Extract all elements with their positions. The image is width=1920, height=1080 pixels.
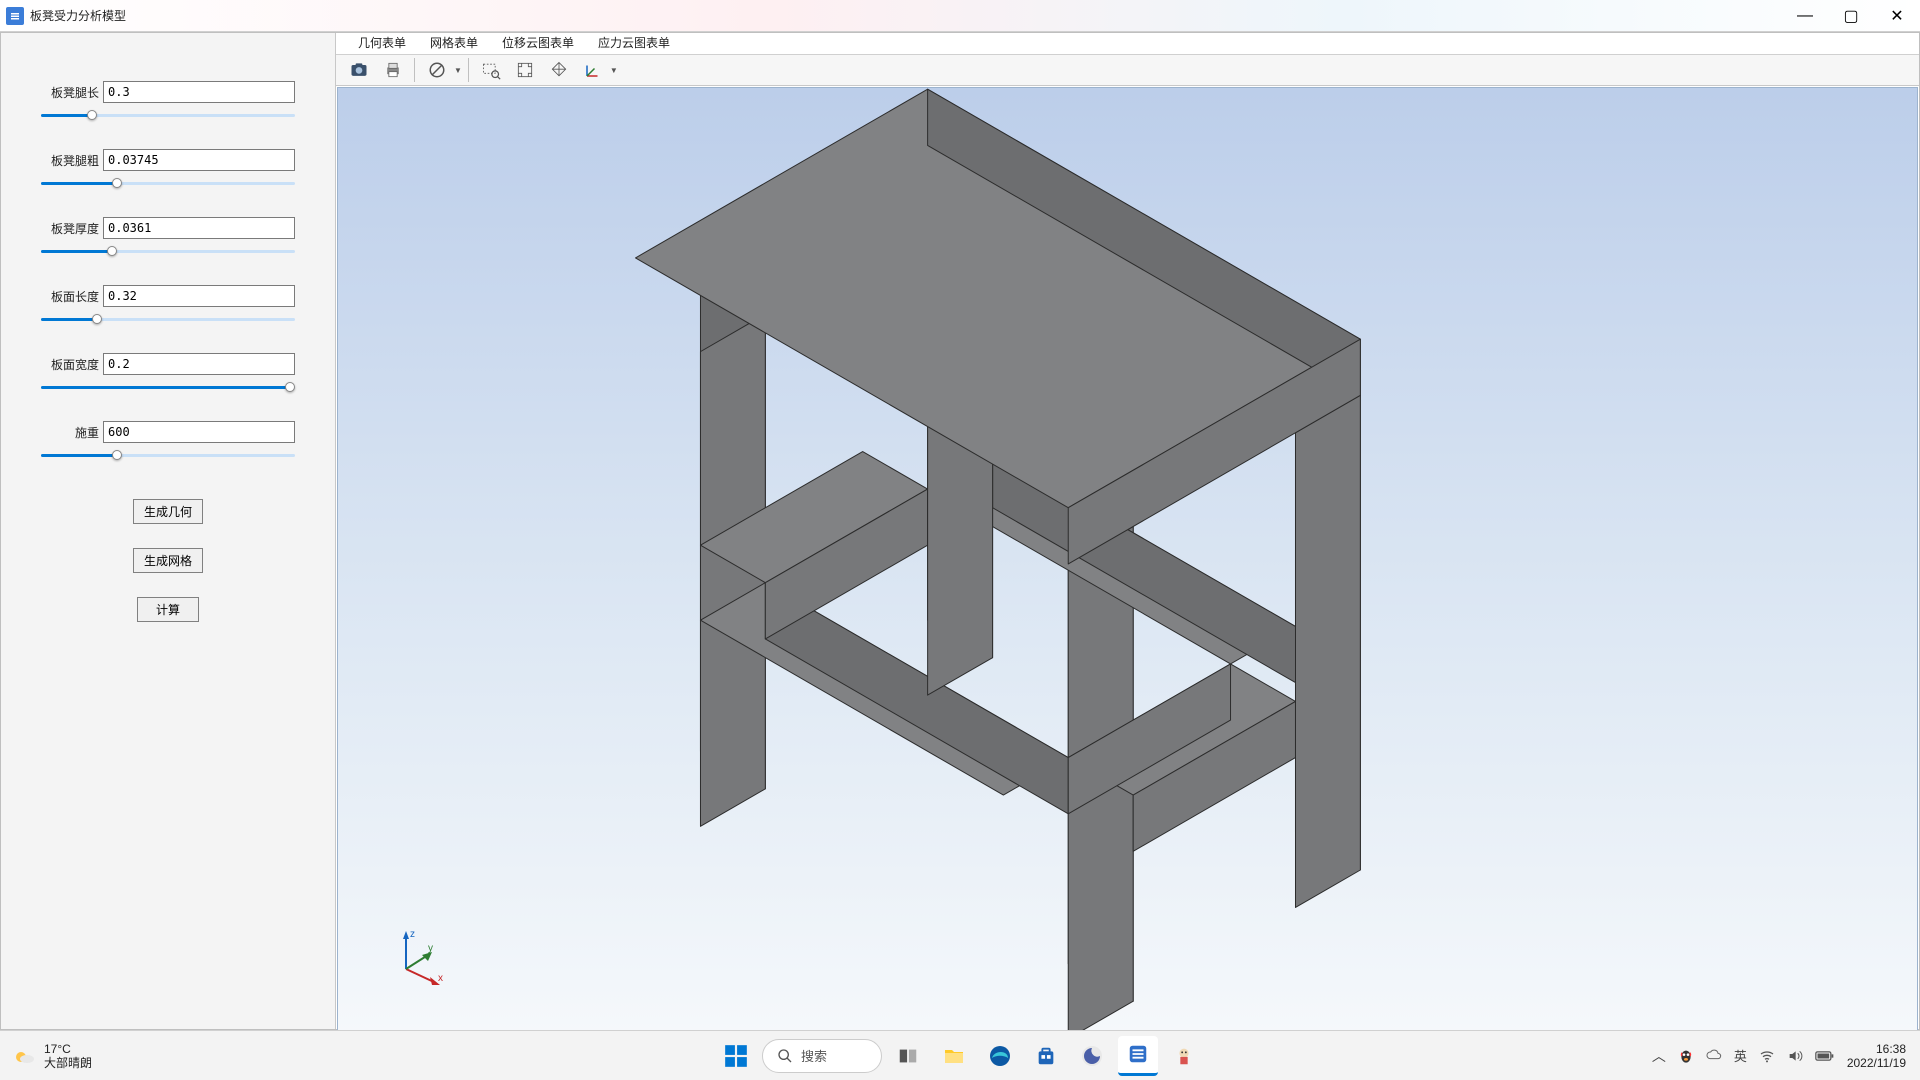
param-row: 板面宽度 — [41, 353, 295, 375]
param-row: 板凳腿长 — [41, 81, 295, 103]
weather-widget[interactable]: 17°C 大部晴朗 — [0, 1042, 92, 1070]
param-slider-1[interactable] — [41, 175, 295, 191]
window-titlebar: 板凳受力分析模型 — ▢ ✕ — [0, 0, 1920, 32]
param-row: 板凳厚度 — [41, 217, 295, 239]
parameter-sidebar: 板凳腿长板凳腿粗板凳厚度板面长度板面宽度施重 生成几何 生成网格 计算 — [1, 33, 336, 1029]
system-tray: ︿ 英 16:38 2022/11/19 — [1652, 1042, 1920, 1070]
param-label: 板面宽度 — [41, 356, 103, 373]
weather-temp: 17°C — [44, 1042, 92, 1056]
param-input-5[interactable] — [103, 421, 295, 443]
app-icon — [6, 7, 24, 25]
qq-icon[interactable] — [1678, 1048, 1694, 1064]
zoom-fit-button[interactable] — [544, 55, 574, 85]
jenkins-button[interactable] — [1164, 1036, 1204, 1076]
tab-stress[interactable]: 应力云图表单 — [586, 31, 682, 54]
tab-displacement[interactable]: 位移云图表单 — [490, 31, 586, 54]
svg-text:z: z — [410, 929, 415, 940]
param-slider-2[interactable] — [41, 243, 295, 259]
store-button[interactable] — [1026, 1036, 1066, 1076]
param-label: 施重 — [41, 424, 103, 441]
param-row: 板面长度 — [41, 285, 295, 307]
app-swirl-button[interactable] — [1072, 1036, 1112, 1076]
dropdown-caret-icon[interactable]: ▼ — [610, 66, 618, 75]
zoom-rect-button[interactable] — [476, 55, 506, 85]
dropdown-caret-icon[interactable]: ▼ — [454, 66, 462, 75]
clock[interactable]: 16:38 2022/11/19 — [1847, 1042, 1906, 1070]
fit-screen-button[interactable] — [510, 55, 540, 85]
orientation-triad: z x y — [388, 927, 448, 992]
taskbar-search[interactable]: 搜索 — [762, 1039, 882, 1073]
param-label: 板面长度 — [41, 288, 103, 305]
stool-model — [338, 88, 1917, 1032]
param-slider-0[interactable] — [41, 107, 295, 123]
ime-indicator[interactable]: 英 — [1734, 1046, 1747, 1065]
print-button[interactable] — [378, 55, 408, 85]
window-title: 板凳受力分析模型 — [30, 7, 126, 24]
generate-geometry-button[interactable]: 生成几何 — [133, 499, 203, 524]
cloud-icon[interactable] — [1706, 1048, 1722, 1064]
param-input-4[interactable] — [103, 353, 295, 375]
edge-button[interactable] — [980, 1036, 1020, 1076]
param-input-3[interactable] — [103, 285, 295, 307]
wifi-icon[interactable] — [1759, 1048, 1775, 1064]
battery-icon[interactable] — [1815, 1049, 1835, 1063]
visibility-toggle-button[interactable] — [422, 55, 452, 85]
start-button[interactable] — [716, 1036, 756, 1076]
viewport-3d[interactable]: z x y — [337, 87, 1918, 1033]
weather-desc: 大部晴朗 — [44, 1056, 92, 1070]
screenshot-button[interactable] — [344, 55, 374, 85]
param-slider-3[interactable] — [41, 311, 295, 327]
param-input-2[interactable] — [103, 217, 295, 239]
search-placeholder: 搜索 — [801, 1046, 827, 1065]
param-row: 板凳腿粗 — [41, 149, 295, 171]
param-slider-5[interactable] — [41, 447, 295, 463]
param-label: 板凳厚度 — [41, 220, 103, 237]
windows-taskbar: 17°C 大部晴朗 搜索 ︿ 英 16:38 2022/11/19 — [0, 1030, 1920, 1080]
param-label: 板凳腿粗 — [41, 152, 103, 169]
explorer-button[interactable] — [934, 1036, 974, 1076]
weather-icon — [12, 1044, 36, 1068]
current-app-button[interactable] — [1118, 1036, 1158, 1076]
viewport-toolbar: ▼ ▼ — [336, 55, 1919, 86]
maximize-button[interactable]: ▢ — [1828, 0, 1874, 32]
generate-mesh-button[interactable]: 生成网格 — [133, 548, 203, 573]
compute-button[interactable]: 计算 — [137, 597, 199, 622]
close-button[interactable]: ✕ — [1874, 0, 1920, 32]
param-label: 板凳腿长 — [41, 84, 103, 101]
tray-expand-icon[interactable]: ︿ — [1652, 1046, 1666, 1066]
minimize-button[interactable]: — — [1782, 0, 1828, 32]
param-input-1[interactable] — [103, 149, 295, 171]
param-input-0[interactable] — [103, 81, 295, 103]
param-slider-4[interactable] — [41, 379, 295, 395]
tab-mesh[interactable]: 网格表单 — [418, 31, 490, 54]
tab-geometry[interactable]: 几何表单 — [346, 31, 418, 54]
axes-orient-button[interactable] — [578, 55, 608, 85]
svg-text:x: x — [438, 973, 443, 984]
taskview-button[interactable] — [888, 1036, 928, 1076]
tab-bar: 几何表单 网格表单 位移云图表单 应力云图表单 — [336, 33, 1919, 55]
svg-text:y: y — [428, 943, 433, 954]
volume-icon[interactable] — [1787, 1048, 1803, 1064]
param-row: 施重 — [41, 421, 295, 443]
search-icon — [777, 1048, 793, 1064]
